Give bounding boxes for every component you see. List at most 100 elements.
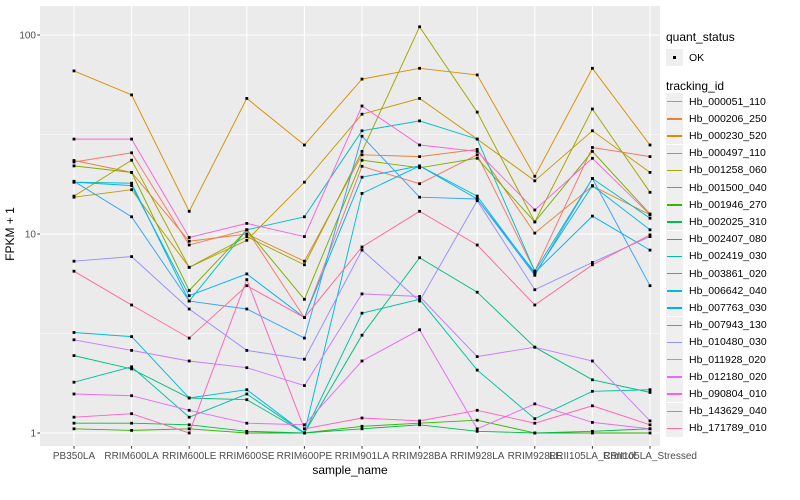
- data-point: [245, 284, 249, 288]
- data-point: [72, 259, 76, 263]
- data-point: [187, 243, 191, 247]
- data-point: [187, 265, 191, 269]
- data-point: [648, 431, 652, 435]
- data-point: [475, 368, 479, 372]
- data-point: [591, 150, 594, 153]
- data-point: [591, 421, 594, 424]
- legend-key-line: [667, 359, 682, 361]
- legend: quant_status OK tracking_id Hb_000051_11…: [666, 0, 800, 500]
- x-tick-label: RRIM928LE: [508, 451, 563, 462]
- data-point: [245, 272, 249, 276]
- legend-key-line: [667, 273, 682, 275]
- data-point: [533, 231, 537, 235]
- legend-key-line: [667, 290, 682, 292]
- data-point: [72, 194, 76, 198]
- data-point: [245, 97, 249, 100]
- data-point: [533, 208, 537, 212]
- data-point: [418, 328, 421, 332]
- x-tick-label: RRIM600PE: [277, 451, 333, 462]
- data-point: [475, 408, 479, 412]
- data-point: [648, 143, 652, 147]
- x-tick-label: RRII105LA_Stressed: [603, 451, 697, 462]
- data-point: [130, 303, 133, 307]
- data-point: [303, 143, 306, 147]
- data-point: [303, 235, 306, 238]
- data-point: [245, 307, 249, 311]
- y-tick-label: 100: [19, 31, 36, 42]
- data-point: [303, 336, 306, 340]
- x-tick-label: RRIM928BA: [392, 451, 448, 462]
- data-point: [475, 355, 479, 358]
- data-point: [533, 431, 537, 435]
- data-point: [533, 417, 537, 421]
- data-point: [591, 431, 594, 435]
- data-point: [245, 398, 249, 402]
- legend-item-label: Hb_006642_040: [689, 284, 767, 297]
- data-point: [360, 112, 364, 116]
- legend-item: Hb_001258_060: [666, 161, 767, 179]
- data-point: [360, 248, 364, 252]
- data-point: [360, 158, 364, 162]
- data-point: [245, 431, 249, 435]
- legend-key-line: [667, 187, 682, 189]
- data-point: [303, 357, 306, 361]
- data-point: [130, 412, 133, 416]
- data-point: [187, 415, 191, 419]
- data-point: [130, 93, 133, 97]
- legend-item: Hb_011928_020: [666, 351, 766, 368]
- legend-item-label: Hb_002025_310: [689, 215, 767, 228]
- legend-key-line: [667, 135, 682, 137]
- data-point: [72, 421, 76, 425]
- data-point: [418, 295, 421, 298]
- data-point: [648, 284, 652, 288]
- data-point: [418, 119, 421, 123]
- data-point: [475, 194, 479, 198]
- data-point: [475, 153, 479, 157]
- data-point: [72, 354, 76, 357]
- legend-key: [666, 110, 683, 128]
- data-point: [475, 137, 479, 141]
- legend-item: Hb_171789_010: [666, 419, 767, 437]
- data-point: [245, 228, 249, 232]
- data-point: [187, 427, 191, 431]
- data-point: [130, 171, 133, 174]
- data-point: [418, 419, 421, 423]
- x-tick-label: RRIM600LA: [104, 451, 159, 462]
- data-point: [360, 333, 364, 337]
- data-point: [130, 394, 133, 398]
- data-point: [360, 164, 364, 168]
- data-point: [533, 179, 537, 183]
- data-points: [72, 25, 652, 435]
- data-point: [591, 429, 594, 433]
- legend-key: [666, 179, 683, 196]
- legend-key-line: [667, 169, 682, 172]
- data-point: [360, 192, 364, 195]
- data-point: [187, 307, 191, 311]
- data-point: [303, 215, 306, 219]
- data-point: [360, 77, 364, 81]
- legend-item: Hb_007763_030: [666, 299, 767, 317]
- data-point: [72, 160, 76, 164]
- legend-item-ok: OK: [666, 49, 704, 66]
- point-marker-icon: [673, 56, 676, 59]
- legend-title-tracking-id: tracking_id: [666, 79, 725, 93]
- data-point: [72, 164, 76, 168]
- legend-key: [666, 230, 683, 248]
- data-point: [648, 388, 652, 392]
- data-point: [187, 289, 191, 292]
- data-point: [533, 269, 537, 273]
- legend-item-label: Hb_002407_080: [689, 233, 767, 246]
- data-point: [303, 384, 306, 387]
- data-point: [418, 97, 421, 100]
- data-point: [648, 391, 652, 394]
- data-point: [591, 146, 594, 149]
- data-point: [533, 303, 537, 307]
- legend-title-quant-status: quant_status: [666, 30, 735, 44]
- data-point: [475, 148, 479, 151]
- data-point: [418, 66, 421, 70]
- data-point: [130, 365, 133, 369]
- data-point: [245, 232, 249, 236]
- data-point: [648, 213, 652, 217]
- x-tick-label: PB350LA: [53, 451, 96, 462]
